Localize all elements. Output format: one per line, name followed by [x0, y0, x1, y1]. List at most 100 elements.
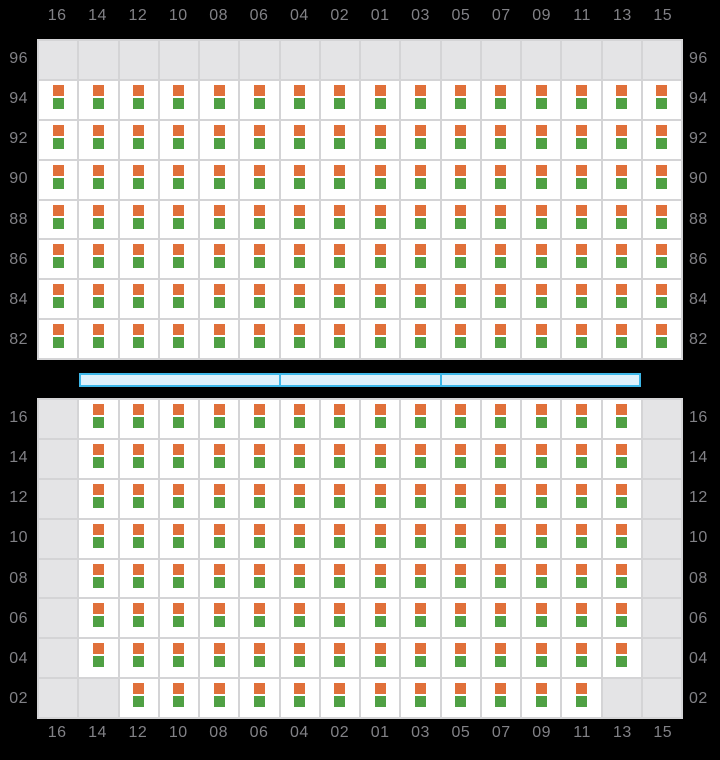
slot-cell-06-12[interactable] — [119, 599, 158, 638]
slot-cell-16-02[interactable] — [320, 400, 359, 438]
slot-cell-88-12[interactable] — [119, 200, 158, 239]
slot-cell-06-03[interactable] — [401, 599, 440, 638]
slot-cell-82-04[interactable] — [280, 320, 319, 358]
slot-cell-04-05[interactable] — [441, 639, 480, 678]
slot-cell-08-09[interactable] — [522, 559, 561, 598]
slot-cell-06-09[interactable] — [522, 599, 561, 638]
slot-cell-10-12[interactable] — [119, 519, 158, 558]
slot-cell-94-10[interactable] — [159, 80, 198, 119]
slot-cell-82-07[interactable] — [481, 320, 520, 358]
slot-cell-88-16[interactable] — [39, 200, 78, 239]
slot-cell-82-05[interactable] — [441, 320, 480, 358]
slot-cell-14-05[interactable] — [441, 439, 480, 478]
slot-cell-88-14[interactable] — [79, 200, 118, 239]
slot-cell-08-01[interactable] — [361, 559, 400, 598]
slot-cell-04-06[interactable] — [240, 639, 279, 678]
slot-cell-82-13[interactable] — [602, 320, 641, 358]
slot-cell-08-03[interactable] — [401, 559, 440, 598]
slot-cell-92-09[interactable] — [522, 120, 561, 159]
slot-cell-84-14[interactable] — [79, 280, 118, 319]
slot-cell-12-02[interactable] — [320, 479, 359, 518]
slot-cell-16-11[interactable] — [562, 400, 601, 438]
slot-cell-82-02[interactable] — [320, 320, 359, 358]
slot-cell-92-08[interactable] — [200, 120, 239, 159]
slot-cell-82-03[interactable] — [401, 320, 440, 358]
slot-cell-10-14[interactable] — [79, 519, 118, 558]
slot-cell-10-03[interactable] — [401, 519, 440, 558]
slot-cell-84-04[interactable] — [280, 280, 319, 319]
slot-cell-16-05[interactable] — [441, 400, 480, 438]
slot-cell-86-12[interactable] — [119, 240, 158, 279]
slot-cell-86-08[interactable] — [200, 240, 239, 279]
slot-cell-92-11[interactable] — [562, 120, 601, 159]
slot-cell-04-04[interactable] — [280, 639, 319, 678]
slot-cell-86-03[interactable] — [401, 240, 440, 279]
slot-cell-04-12[interactable] — [119, 639, 158, 678]
slot-cell-12-01[interactable] — [361, 479, 400, 518]
slot-cell-90-04[interactable] — [280, 160, 319, 199]
slot-cell-88-01[interactable] — [361, 200, 400, 239]
slot-cell-06-07[interactable] — [481, 599, 520, 638]
slot-cell-06-08[interactable] — [200, 599, 239, 638]
slot-cell-08-14[interactable] — [79, 559, 118, 598]
slot-cell-06-02[interactable] — [320, 599, 359, 638]
slot-cell-94-14[interactable] — [79, 80, 118, 119]
slot-cell-88-13[interactable] — [602, 200, 641, 239]
slot-cell-86-14[interactable] — [79, 240, 118, 279]
slot-cell-10-11[interactable] — [562, 519, 601, 558]
slot-cell-14-07[interactable] — [481, 439, 520, 478]
slot-cell-04-03[interactable] — [401, 639, 440, 678]
slot-cell-06-14[interactable] — [79, 599, 118, 638]
slot-cell-16-06[interactable] — [240, 400, 279, 438]
slot-cell-90-03[interactable] — [401, 160, 440, 199]
slot-cell-02-02[interactable] — [320, 679, 359, 717]
slot-cell-94-08[interactable] — [200, 80, 239, 119]
slot-cell-90-12[interactable] — [119, 160, 158, 199]
slot-cell-10-06[interactable] — [240, 519, 279, 558]
slot-cell-02-01[interactable] — [361, 679, 400, 717]
slot-cell-06-05[interactable] — [441, 599, 480, 638]
slot-cell-92-16[interactable] — [39, 120, 78, 159]
slot-cell-08-06[interactable] — [240, 559, 279, 598]
slot-cell-14-09[interactable] — [522, 439, 561, 478]
slot-cell-84-07[interactable] — [481, 280, 520, 319]
slot-cell-92-03[interactable] — [401, 120, 440, 159]
slot-cell-86-15[interactable] — [642, 240, 681, 279]
slot-cell-14-02[interactable] — [320, 439, 359, 478]
slot-cell-04-08[interactable] — [200, 639, 239, 678]
slot-cell-84-15[interactable] — [642, 280, 681, 319]
slot-cell-12-08[interactable] — [200, 479, 239, 518]
slot-cell-90-15[interactable] — [642, 160, 681, 199]
slot-cell-10-10[interactable] — [159, 519, 198, 558]
slot-cell-88-09[interactable] — [522, 200, 561, 239]
slot-cell-12-13[interactable] — [602, 479, 641, 518]
slot-cell-10-05[interactable] — [441, 519, 480, 558]
slot-cell-82-01[interactable] — [361, 320, 400, 358]
slot-cell-14-13[interactable] — [602, 439, 641, 478]
slot-cell-14-06[interactable] — [240, 439, 279, 478]
slot-cell-86-04[interactable] — [280, 240, 319, 279]
slot-cell-08-05[interactable] — [441, 559, 480, 598]
slot-cell-16-08[interactable] — [200, 400, 239, 438]
slot-cell-12-06[interactable] — [240, 479, 279, 518]
slot-cell-10-07[interactable] — [481, 519, 520, 558]
slot-cell-14-01[interactable] — [361, 439, 400, 478]
slot-cell-84-03[interactable] — [401, 280, 440, 319]
slot-cell-02-04[interactable] — [280, 679, 319, 717]
slot-cell-12-05[interactable] — [441, 479, 480, 518]
slot-cell-86-09[interactable] — [522, 240, 561, 279]
slot-cell-84-02[interactable] — [320, 280, 359, 319]
slot-cell-90-14[interactable] — [79, 160, 118, 199]
slot-cell-06-10[interactable] — [159, 599, 198, 638]
slot-cell-12-04[interactable] — [280, 479, 319, 518]
slot-cell-92-02[interactable] — [320, 120, 359, 159]
slot-cell-92-05[interactable] — [441, 120, 480, 159]
slot-cell-12-03[interactable] — [401, 479, 440, 518]
slot-cell-14-11[interactable] — [562, 439, 601, 478]
slot-cell-86-11[interactable] — [562, 240, 601, 279]
slot-cell-92-15[interactable] — [642, 120, 681, 159]
slot-cell-92-06[interactable] — [240, 120, 279, 159]
slot-cell-84-06[interactable] — [240, 280, 279, 319]
slot-cell-88-06[interactable] — [240, 200, 279, 239]
slot-cell-12-11[interactable] — [562, 479, 601, 518]
